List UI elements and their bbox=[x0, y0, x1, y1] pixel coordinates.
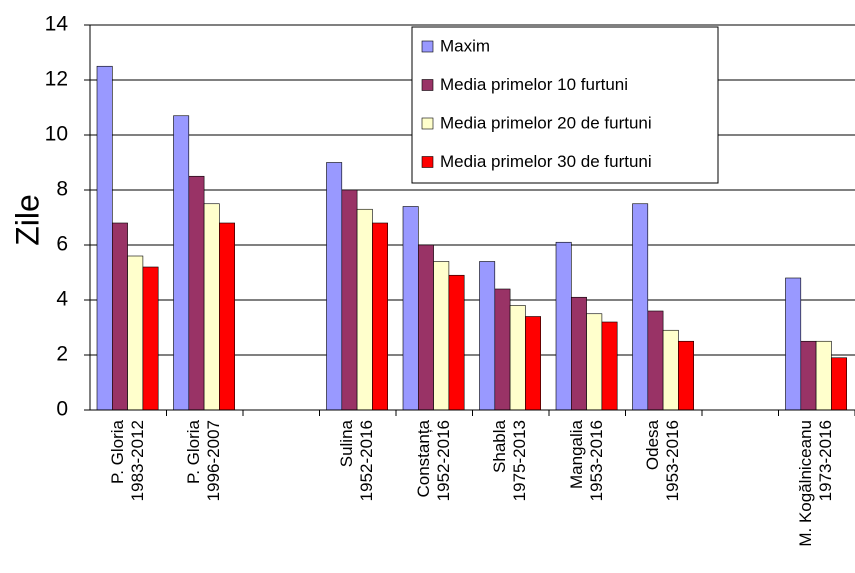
bar bbox=[586, 313, 603, 411]
x-tick-label: Sulina 1952-2016 bbox=[337, 420, 377, 502]
y-tick-label: 8 bbox=[56, 178, 68, 201]
y-tick-label: 4 bbox=[56, 288, 68, 311]
bar bbox=[785, 277, 802, 411]
x-tick-label: Mangalia 1953-2016 bbox=[566, 420, 606, 502]
bar bbox=[433, 261, 450, 411]
bar bbox=[356, 208, 373, 411]
bar bbox=[831, 357, 848, 411]
bar bbox=[96, 65, 113, 411]
legend-swatch bbox=[421, 79, 434, 91]
legend-label: Media primelor 10 furtuni bbox=[440, 75, 628, 94]
bar bbox=[188, 175, 205, 411]
bar bbox=[142, 266, 159, 411]
y-axis-label: Zile bbox=[9, 194, 45, 246]
bar bbox=[326, 162, 343, 411]
bar bbox=[632, 203, 649, 411]
bar bbox=[219, 222, 235, 411]
legend-swatch bbox=[421, 117, 434, 130]
x-tick-label: Shabla 1975-2013 bbox=[490, 420, 530, 502]
legend-label: Media primelor 30 de furtuni bbox=[440, 152, 652, 171]
x-tick-label: Constanța 1952-2016 bbox=[413, 420, 453, 502]
y-tick-label: 2 bbox=[56, 343, 68, 366]
bar bbox=[815, 340, 832, 411]
x-tick-label: P. Gloria 1996-2007 bbox=[184, 420, 224, 502]
bar bbox=[570, 296, 587, 411]
bar bbox=[372, 222, 388, 411]
bar bbox=[173, 115, 190, 411]
bar bbox=[479, 261, 496, 411]
legend-swatch bbox=[421, 40, 434, 53]
y-tick-label: 10 bbox=[45, 123, 68, 146]
bar bbox=[448, 274, 465, 411]
legend-label: Media primelor 20 de furtuni bbox=[440, 113, 652, 132]
bar bbox=[662, 329, 679, 411]
bar bbox=[678, 340, 695, 411]
x-tick-label: Odesa 1953-2016 bbox=[643, 420, 683, 502]
bar bbox=[555, 241, 572, 411]
bar bbox=[525, 316, 542, 411]
legend-label: Maxim bbox=[440, 36, 490, 55]
bar bbox=[127, 255, 144, 411]
bar bbox=[494, 288, 511, 411]
bar bbox=[800, 340, 817, 411]
y-tick-label: 14 bbox=[45, 13, 69, 36]
bar bbox=[341, 189, 358, 411]
y-tick-label: 0 bbox=[56, 398, 68, 421]
bar bbox=[647, 310, 664, 411]
bar bbox=[417, 244, 434, 411]
bar bbox=[509, 305, 526, 411]
bar bbox=[112, 222, 128, 411]
y-tick-label: 6 bbox=[56, 233, 68, 256]
bar bbox=[601, 321, 618, 411]
x-tick-label: M. Kogălniceanu 1973-2016 bbox=[796, 420, 836, 547]
y-tick-label: 12 bbox=[45, 68, 68, 91]
bar bbox=[402, 206, 419, 411]
bar bbox=[203, 203, 220, 411]
x-tick-label: P. Gloria 1983-2012 bbox=[107, 420, 147, 502]
legend-box bbox=[411, 26, 719, 184]
legend-swatch bbox=[421, 156, 434, 168]
